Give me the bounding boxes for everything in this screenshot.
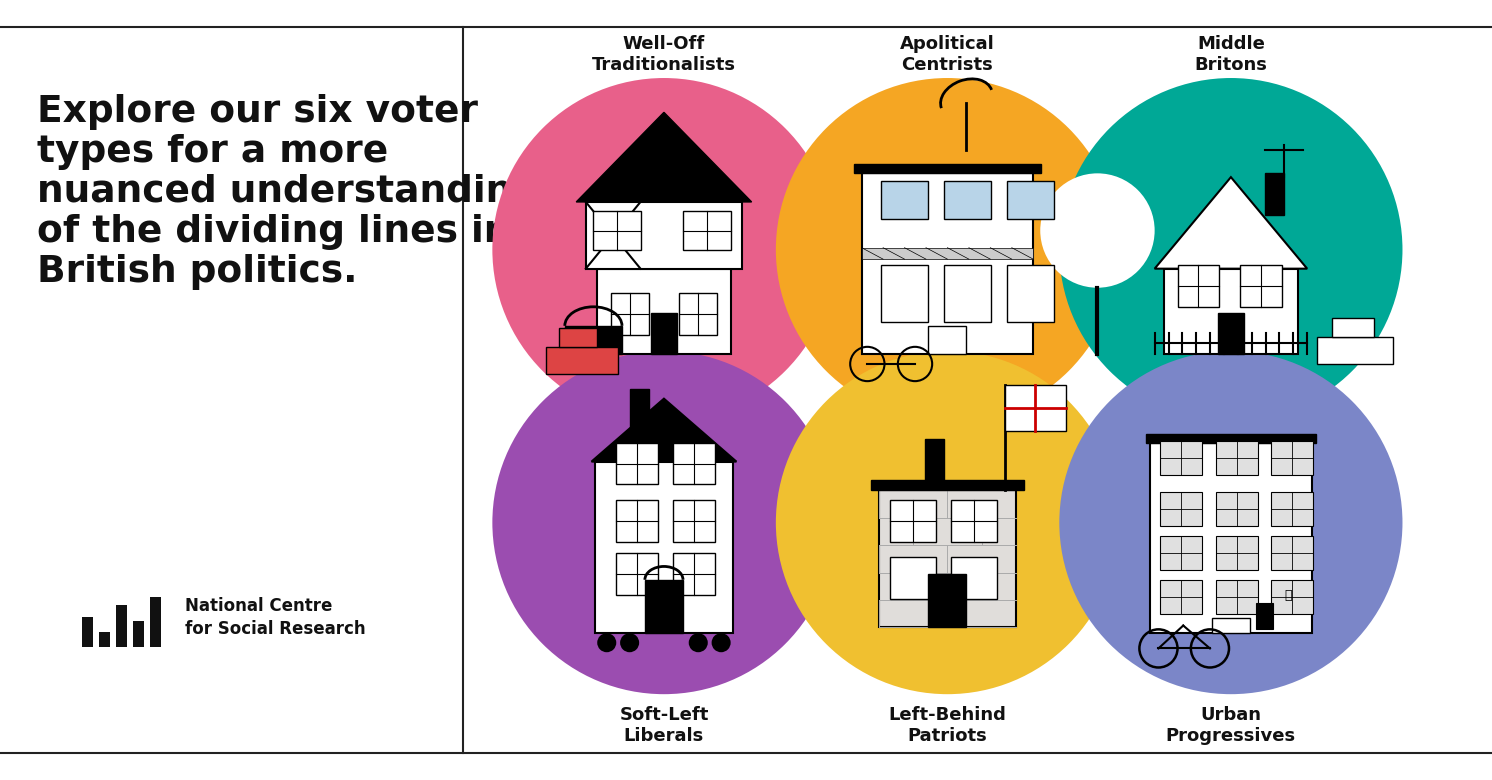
Circle shape xyxy=(1040,173,1155,288)
Text: Well-Off
Traditionalists: Well-Off Traditionalists xyxy=(592,35,736,74)
Bar xyxy=(679,293,718,335)
Bar xyxy=(952,557,997,599)
Text: Explore our six voter
types for a more
nuanced understanding
of the dividing lin: Explore our six voter types for a more n… xyxy=(37,94,539,290)
Bar xyxy=(1164,268,1298,354)
Bar xyxy=(1332,318,1374,337)
Text: 🌱: 🌱 xyxy=(1285,589,1292,601)
Polygon shape xyxy=(591,399,737,462)
Bar xyxy=(1271,536,1313,570)
Bar xyxy=(645,580,683,633)
Bar xyxy=(871,480,1024,490)
Bar xyxy=(565,326,622,354)
Bar xyxy=(1216,441,1258,475)
Text: Soft-Left
Liberals: Soft-Left Liberals xyxy=(619,706,709,745)
Bar xyxy=(560,328,597,347)
Text: Urban
Progressives: Urban Progressives xyxy=(1165,706,1297,745)
Bar xyxy=(1256,603,1273,629)
Bar xyxy=(610,293,649,335)
Circle shape xyxy=(1059,78,1402,421)
Text: Apolitical
Centrists: Apolitical Centrists xyxy=(900,35,995,74)
Circle shape xyxy=(492,351,836,694)
Circle shape xyxy=(492,78,836,421)
Bar xyxy=(616,553,658,595)
Bar xyxy=(943,181,991,219)
Bar xyxy=(1216,492,1258,526)
Bar xyxy=(683,211,731,250)
Bar xyxy=(116,605,127,647)
Bar xyxy=(586,202,742,268)
Text: Left-Behind
Patriots: Left-Behind Patriots xyxy=(888,706,1007,745)
Bar xyxy=(952,500,997,541)
Bar xyxy=(98,633,110,647)
Circle shape xyxy=(621,633,639,652)
Bar xyxy=(1240,265,1283,307)
Bar xyxy=(853,164,1041,173)
Bar xyxy=(943,265,991,322)
Bar xyxy=(1212,618,1250,633)
Bar xyxy=(1271,580,1313,614)
Bar xyxy=(1161,536,1203,570)
Bar xyxy=(879,490,1016,627)
Bar xyxy=(1216,536,1258,570)
Bar xyxy=(861,173,1032,354)
Bar xyxy=(1161,580,1203,614)
Bar xyxy=(673,442,716,484)
Bar xyxy=(1271,492,1313,526)
Bar xyxy=(1161,441,1203,475)
Bar xyxy=(891,557,935,599)
Bar xyxy=(928,574,967,627)
Bar xyxy=(616,442,658,484)
Circle shape xyxy=(712,633,731,652)
Circle shape xyxy=(597,633,616,652)
Bar xyxy=(925,438,943,480)
Circle shape xyxy=(776,351,1119,694)
Bar xyxy=(651,313,677,354)
Bar xyxy=(1146,434,1316,442)
Bar xyxy=(594,211,642,250)
Bar xyxy=(616,500,658,541)
Bar xyxy=(630,389,649,437)
Bar xyxy=(1177,265,1219,307)
Bar xyxy=(880,265,928,322)
Bar xyxy=(82,618,93,647)
Bar xyxy=(1150,442,1311,633)
Circle shape xyxy=(776,78,1119,421)
Text: Middle
Britons: Middle Britons xyxy=(1195,35,1267,74)
Bar xyxy=(1161,492,1203,526)
Polygon shape xyxy=(1155,177,1307,268)
Bar xyxy=(928,326,967,354)
Circle shape xyxy=(689,633,707,652)
Text: National Centre
for Social Research: National Centre for Social Research xyxy=(185,597,366,637)
Bar xyxy=(673,553,716,595)
Circle shape xyxy=(1059,351,1402,694)
Bar xyxy=(673,500,716,541)
Bar xyxy=(133,622,145,647)
Bar xyxy=(861,248,1032,259)
Bar xyxy=(1004,385,1065,431)
Polygon shape xyxy=(576,112,752,202)
Bar xyxy=(1217,313,1244,354)
Bar xyxy=(597,268,731,354)
Bar xyxy=(1216,580,1258,614)
Bar xyxy=(1007,181,1055,219)
Bar xyxy=(1271,441,1313,475)
Bar xyxy=(891,500,935,541)
Bar xyxy=(595,462,733,633)
Bar xyxy=(151,597,161,647)
Bar xyxy=(546,347,618,374)
Bar xyxy=(1265,173,1285,215)
Bar xyxy=(880,181,928,219)
Bar xyxy=(1317,337,1394,364)
Bar xyxy=(1007,265,1055,322)
